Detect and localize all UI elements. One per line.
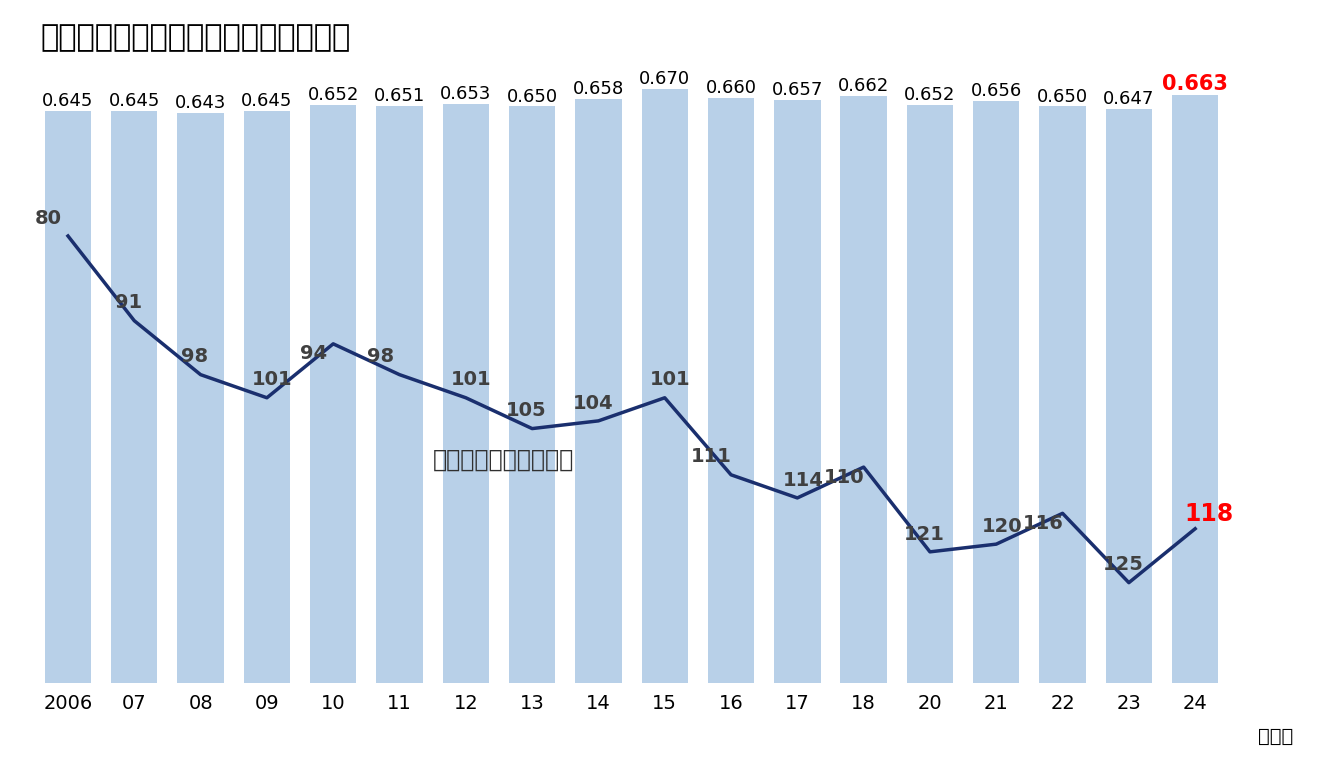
Bar <box>576 99 622 683</box>
Text: 91: 91 <box>115 294 143 312</box>
Bar <box>841 96 887 683</box>
Text: 0.650: 0.650 <box>1038 87 1088 106</box>
Text: 0.645: 0.645 <box>108 92 160 110</box>
Text: 118: 118 <box>1184 502 1234 526</box>
Text: 101: 101 <box>252 370 293 390</box>
Text: 121: 121 <box>904 525 945 544</box>
Text: 110: 110 <box>824 468 865 486</box>
Text: 0.658: 0.658 <box>573 81 624 98</box>
Bar <box>907 104 953 683</box>
Bar <box>1172 95 1218 683</box>
Text: （年）: （年） <box>1258 727 1294 746</box>
Text: 98: 98 <box>367 347 393 367</box>
Text: 104: 104 <box>573 393 614 413</box>
Text: 94: 94 <box>300 344 327 364</box>
Bar <box>45 111 91 683</box>
Text: ジェンダーギャップ指数（棒グラフ）: ジェンダーギャップ指数（棒グラフ） <box>41 23 351 51</box>
Bar <box>177 113 224 683</box>
Bar <box>642 89 688 683</box>
Text: 98: 98 <box>181 347 209 367</box>
Bar <box>774 100 821 683</box>
Text: 101: 101 <box>649 370 690 390</box>
Text: 0.645: 0.645 <box>42 92 94 110</box>
Bar <box>708 97 754 683</box>
Text: 0.643: 0.643 <box>176 94 226 112</box>
Text: 0.650: 0.650 <box>507 87 557 106</box>
Bar <box>376 106 422 683</box>
Text: 111: 111 <box>692 447 733 466</box>
Text: 0.647: 0.647 <box>1104 91 1155 108</box>
Bar <box>510 107 556 683</box>
Text: 0.657: 0.657 <box>772 81 824 99</box>
Text: 0.645: 0.645 <box>242 92 293 110</box>
Text: 114: 114 <box>783 471 824 489</box>
Bar <box>442 104 488 683</box>
Text: 0.670: 0.670 <box>639 70 690 87</box>
Text: 0.656: 0.656 <box>970 82 1022 100</box>
Text: 0.652: 0.652 <box>904 86 956 104</box>
Text: 順位（折れ線グラフ）: 順位（折れ線グラフ） <box>433 448 574 472</box>
Text: 125: 125 <box>1104 555 1143 574</box>
Bar <box>111 111 157 683</box>
Text: 0.663: 0.663 <box>1162 74 1228 94</box>
Bar <box>244 111 290 683</box>
Text: 0.652: 0.652 <box>308 86 359 104</box>
Text: 101: 101 <box>451 370 491 390</box>
Bar <box>310 104 356 683</box>
Text: 0.651: 0.651 <box>374 87 425 104</box>
Text: 0.660: 0.660 <box>705 79 756 97</box>
Text: 80: 80 <box>36 209 62 228</box>
Text: 105: 105 <box>507 401 546 420</box>
Text: 116: 116 <box>1023 514 1064 533</box>
Text: 120: 120 <box>982 517 1022 536</box>
Bar <box>973 101 1019 683</box>
Text: 0.653: 0.653 <box>440 85 491 103</box>
Bar <box>1106 109 1152 683</box>
Text: 0.662: 0.662 <box>838 77 890 95</box>
Bar <box>1039 107 1086 683</box>
